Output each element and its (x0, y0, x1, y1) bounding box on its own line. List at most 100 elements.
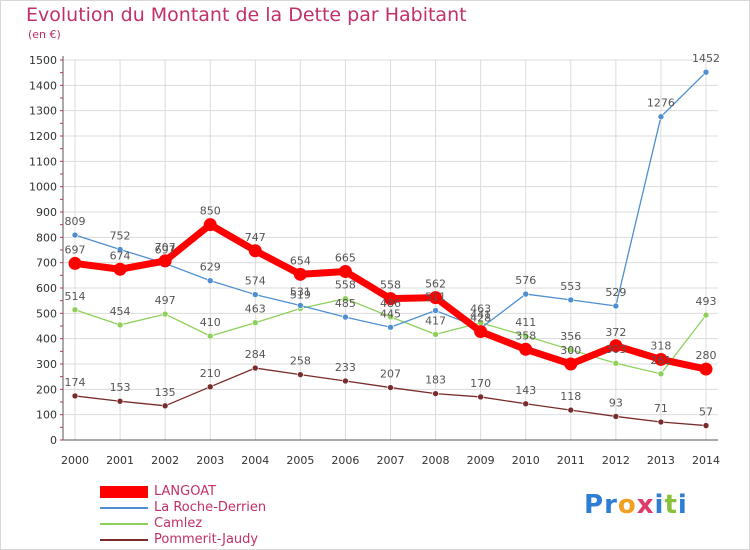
proxiti-logo-letter: P (584, 490, 605, 520)
legend-label-camlez: Camlez (154, 516, 203, 531)
data-label-pommerit-jaudy: 174 (65, 376, 86, 389)
data-point-la-roche-derrien (702, 68, 710, 76)
data-label-camlez: 463 (245, 303, 266, 316)
y-tick-label: 600 (36, 282, 57, 295)
data-label-la-roche-derrien: 485 (335, 297, 356, 310)
data-label-la-roche-derrien: 531 (290, 285, 311, 298)
data-label-la-roche-derrien: 511 (425, 291, 446, 304)
y-tick-label: 400 (36, 333, 57, 346)
data-point-pommerit-jaudy (71, 392, 79, 400)
data-label-langoat: 697 (65, 243, 86, 256)
data-label-pommerit-jaudy: 118 (560, 390, 581, 403)
legend-label-langoat: LANGOAT (154, 484, 217, 499)
data-point-langoat (113, 262, 127, 276)
y-tick-label: 200 (36, 383, 57, 396)
data-label-camlez: 356 (560, 330, 581, 343)
data-label-langoat: 665 (335, 252, 356, 265)
data-label-la-roche-derrien: 574 (245, 275, 266, 288)
data-point-la-roche-derrien (251, 291, 259, 298)
data-label-camlez: 514 (65, 290, 86, 303)
data-label-camlez: 486 (380, 297, 401, 310)
data-point-langoat (519, 342, 533, 356)
data-label-camlez: 493 (696, 295, 717, 308)
x-tick-label: 2001 (106, 454, 134, 467)
series-layer (68, 68, 713, 429)
y-tick-label: 1500 (29, 54, 57, 67)
data-point-pommerit-jaudy (206, 383, 214, 391)
y-tick-label: 100 (36, 409, 57, 422)
data-point-langoat (384, 292, 397, 306)
data-point-langoat (158, 254, 172, 268)
data-label-la-roche-derrien: 809 (65, 215, 86, 228)
data-label-la-roche-derrien: 752 (110, 229, 131, 242)
data-point-camlez (657, 370, 665, 378)
x-tick-label: 2010 (512, 454, 540, 467)
data-point-camlez (342, 295, 349, 302)
proxiti-logo-text: Proxiti (584, 490, 688, 520)
data-point-camlez (387, 313, 394, 321)
data-point-pommerit-jaudy (251, 364, 259, 372)
data-point-pommerit-jaudy (522, 400, 530, 408)
x-tick-label: 2006 (331, 454, 359, 467)
data-label-langoat: 558 (380, 279, 401, 292)
legend-swatch-camlez (100, 523, 148, 525)
data-point-pommerit-jaudy (116, 397, 124, 405)
proxiti-logo: Proxiti (584, 490, 688, 520)
data-label-camlez: 410 (200, 316, 221, 329)
proxiti-logo-letter: i (677, 490, 688, 520)
data-label-pommerit-jaudy: 233 (335, 361, 356, 374)
data-point-la-roche-derrien (612, 302, 620, 310)
legend-swatch-la-roche-derrien (100, 507, 148, 509)
data-label-pommerit-jaudy: 135 (155, 386, 176, 399)
legend-swatch-langoat (100, 486, 148, 498)
data-point-langoat (203, 218, 217, 232)
x-tick-label: 2009 (467, 454, 495, 467)
data-label-camlez: 463 (470, 303, 491, 316)
data-label-camlez: 261 (650, 354, 671, 367)
x-tick-label: 2004 (241, 454, 269, 467)
y-tick-label: 0 (50, 434, 57, 447)
chart-title: Evolution du Montant de la Dette par Hab… (26, 4, 467, 26)
data-point-langoat (654, 352, 668, 366)
data-point-la-roche-derrien (342, 313, 349, 321)
data-label-pommerit-jaudy: 57 (699, 406, 713, 419)
x-tick-label: 2014 (692, 454, 720, 467)
y-tick-label: 1200 (29, 130, 57, 143)
data-point-camlez (161, 310, 169, 318)
data-point-camlez (702, 311, 710, 319)
data-point-la-roche-derrien (206, 277, 214, 284)
data-label-la-roche-derrien: 529 (605, 286, 626, 299)
data-label-la-roche-derrien: 697 (155, 243, 176, 256)
data-label-langoat: 850 (200, 205, 221, 218)
chart-subtitle: (en €) (28, 28, 61, 41)
y-tick-label: 500 (36, 307, 57, 320)
data-label-camlez: 411 (515, 316, 536, 329)
x-tick-label: 2007 (377, 454, 405, 467)
data-point-camlez (432, 331, 439, 338)
data-label-langoat: 747 (245, 231, 266, 244)
y-tick-label: 800 (36, 231, 57, 244)
data-point-la-roche-derrien (567, 296, 575, 304)
data-label-langoat: 428 (470, 312, 491, 325)
data-label-langoat: 674 (110, 249, 131, 262)
data-label-pommerit-jaudy: 210 (200, 367, 221, 380)
data-label-pommerit-jaudy: 71 (654, 402, 668, 415)
x-tick-label: 2008 (422, 454, 450, 467)
data-label-pommerit-jaudy: 258 (290, 355, 311, 368)
data-point-pommerit-jaudy (657, 418, 665, 426)
data-point-langoat (564, 357, 578, 371)
data-label-camlez: 417 (425, 314, 446, 327)
data-point-la-roche-derrien (432, 307, 439, 314)
data-point-langoat (609, 339, 623, 353)
axis-layer: 0 100 200 300 400 500 600 700 800 900 1000 1100 1200… (29, 54, 720, 467)
y-tick-label: 1000 (29, 181, 57, 194)
data-point-pommerit-jaudy (477, 393, 484, 401)
y-tick-label: 1300 (29, 105, 57, 118)
data-point-la-roche-derrien (71, 231, 79, 239)
x-tick-label: 2002 (151, 454, 179, 467)
x-tick-label: 2011 (557, 454, 585, 467)
data-label-camlez: 519 (290, 289, 311, 302)
x-tick-label: 2003 (196, 454, 224, 467)
data-point-camlez (116, 321, 124, 329)
